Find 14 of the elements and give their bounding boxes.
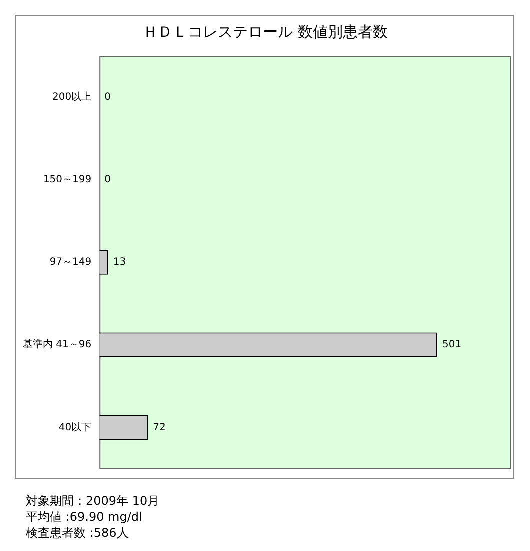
y-tick-label: 150～199 bbox=[43, 174, 92, 186]
data-label: 13 bbox=[113, 257, 126, 268]
data-label: 501 bbox=[442, 340, 462, 351]
text: 対象期間：2009年 10月 bbox=[26, 493, 160, 509]
data-label: 0 bbox=[104, 92, 112, 103]
y-tick-label: 40以下 bbox=[58, 421, 92, 434]
text: 検査患者数 :586人 bbox=[26, 525, 130, 541]
y-tick-label: 200以上 bbox=[52, 90, 92, 103]
data-label: 0 bbox=[104, 174, 112, 186]
text: 平均値 :69.90 mg/dl bbox=[26, 509, 144, 525]
chart-title: ＨＤＬコレステロール 数値別患者数 bbox=[143, 22, 388, 41]
data-label: 72 bbox=[153, 422, 166, 434]
y-tick-label: 基準内 41～96 bbox=[22, 338, 92, 351]
y-tick-label: 97～149 bbox=[50, 257, 92, 268]
